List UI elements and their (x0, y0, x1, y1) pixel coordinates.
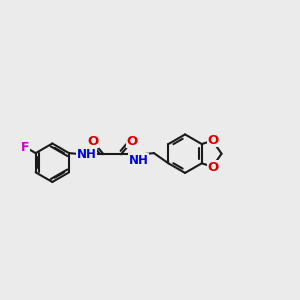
Text: O: O (87, 135, 99, 148)
Text: F: F (21, 141, 30, 154)
Text: NH: NH (76, 148, 97, 161)
Text: O: O (207, 134, 219, 147)
Text: O: O (127, 135, 138, 148)
Text: O: O (207, 161, 219, 174)
Text: NH: NH (128, 154, 148, 167)
